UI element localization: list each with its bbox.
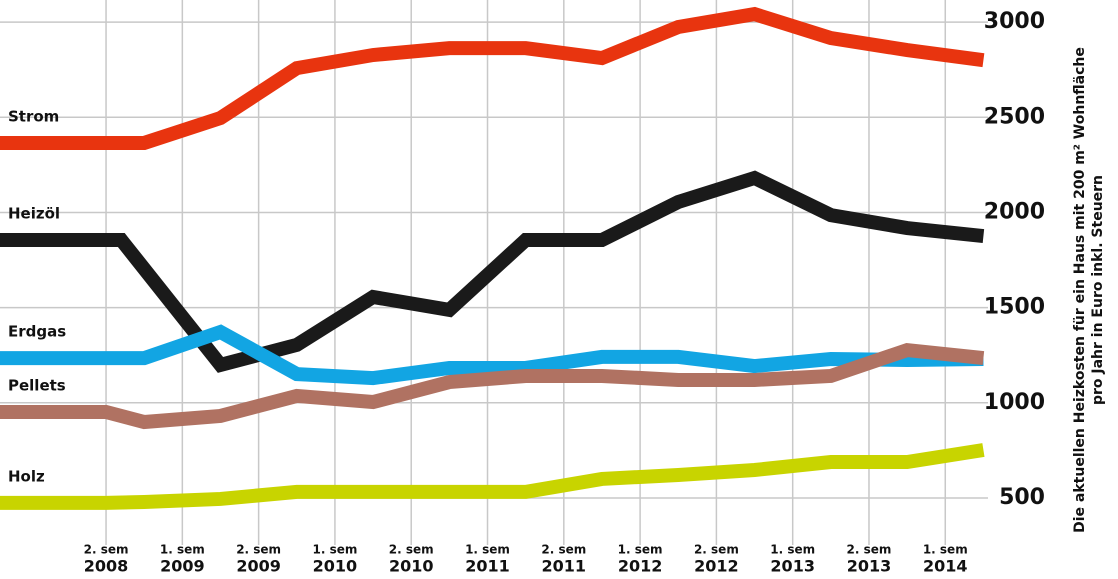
x-tick-label: 2. sem xyxy=(236,543,281,557)
x-tick-label: 2009 xyxy=(236,557,281,576)
x-tick-label: 2011 xyxy=(465,557,510,576)
line xyxy=(0,443,985,510)
line xyxy=(0,170,985,373)
x-tick-label: 1. sem xyxy=(618,543,663,557)
x-tick-label: 2012 xyxy=(694,557,739,576)
y-tick-label: 500 xyxy=(999,485,1045,510)
y-tick-label: 1000 xyxy=(984,390,1045,415)
y-axis-title-line: pro Jahr in Euro inkl. Steuern xyxy=(1090,175,1106,405)
series-label: Holz xyxy=(8,467,45,485)
x-tick-label: 1. sem xyxy=(465,543,510,557)
y-axis-title-line: Die aktuellen Heizkosten für ein Haus mi… xyxy=(1072,47,1088,533)
x-tick-label: 2. sem xyxy=(84,543,129,557)
series-label: Pellets xyxy=(8,376,66,394)
x-tick-label: 2. sem xyxy=(694,543,739,557)
y-axis-title: Die aktuellen Heizkosten für ein Haus mi… xyxy=(1072,47,1106,533)
line xyxy=(0,342,985,430)
x-tick-label: 1. sem xyxy=(923,543,968,557)
x-tick-label: 2014 xyxy=(923,557,968,576)
x-tick-label: 1. sem xyxy=(312,543,357,557)
x-tick-label: 2010 xyxy=(313,557,358,576)
x-tick-label: 2013 xyxy=(847,557,892,576)
y-tick-label: 3000 xyxy=(984,9,1045,34)
line xyxy=(0,6,985,150)
x-tick-label: 2009 xyxy=(160,557,205,576)
x-tick-label: 1. sem xyxy=(160,543,205,557)
x-tick-label: 2011 xyxy=(542,557,587,576)
x-tick-label: 2013 xyxy=(770,557,815,576)
x-tick-label: 2. sem xyxy=(389,543,434,557)
y-tick-label: 2500 xyxy=(984,104,1045,129)
x-tick-label: 2008 xyxy=(84,557,129,576)
y-tick-label: 2000 xyxy=(984,199,1045,224)
series-label: Heizöl xyxy=(8,205,60,223)
x-tick-label: 2. sem xyxy=(847,543,892,557)
series-label: Strom xyxy=(8,107,59,125)
x-tick-label: 2012 xyxy=(618,557,663,576)
y-tick-label: 1500 xyxy=(984,295,1045,320)
x-tick-label: 1. sem xyxy=(770,543,815,557)
x-tick-label: 2010 xyxy=(389,557,434,576)
x-tick-label: 2. sem xyxy=(541,543,586,557)
series-label: Erdgas xyxy=(8,323,66,341)
line xyxy=(0,324,984,386)
